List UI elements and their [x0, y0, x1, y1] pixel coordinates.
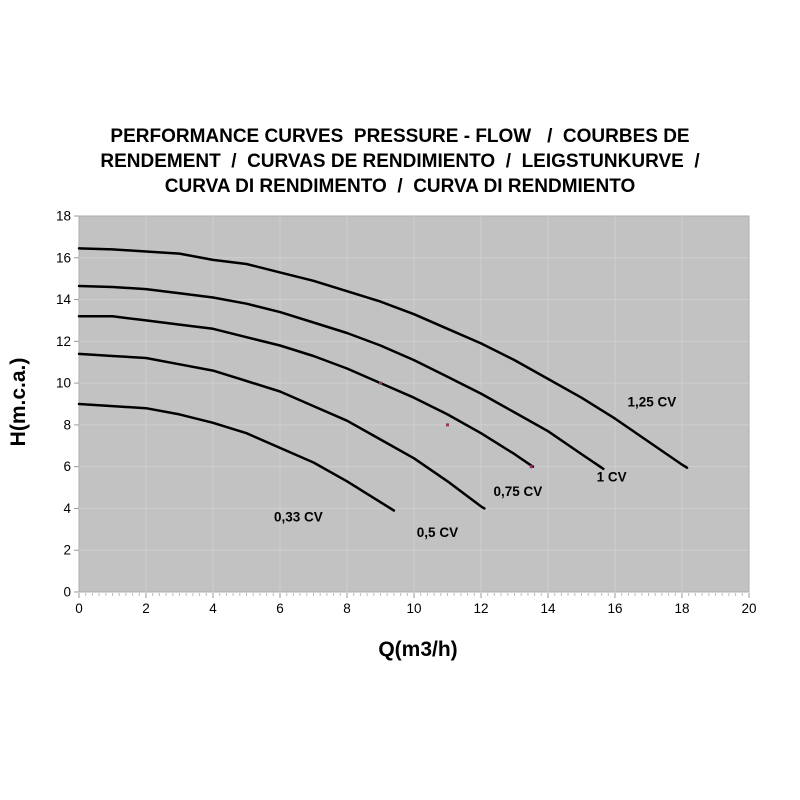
curve-0-5-cv — [77, 352, 486, 510]
x-tick-label: 6 — [276, 601, 284, 616]
curve-1-cv — [77, 284, 605, 471]
y-tick-label: 14 — [56, 292, 72, 307]
y-tick-label: 12 — [56, 334, 71, 349]
x-tick-label: 10 — [406, 601, 421, 616]
x-tick-label: 8 — [343, 601, 351, 616]
curve-1-25-cv — [77, 247, 689, 469]
curve-0-75-cv — [77, 315, 535, 468]
y-tick-label: 18 — [56, 209, 71, 224]
x-tick-label: 2 — [142, 601, 150, 616]
curve-label-1-25-cv: 1,25 CV — [627, 394, 676, 409]
x-tick-label: 14 — [540, 601, 556, 616]
y-tick-label: 0 — [63, 585, 71, 600]
x-axis-title: Q(m3/h) — [378, 638, 458, 661]
y-tick-label: 16 — [56, 250, 71, 265]
x-tick-label: 0 — [75, 601, 83, 616]
y-axis-title: H(m.c.a.) — [7, 357, 30, 447]
chart-title-line-1: PERFORMANCE CURVES PRESSURE - FLOW / COU… — [110, 126, 690, 147]
x-tick-label: 4 — [209, 601, 217, 616]
y-tick-label: 2 — [63, 543, 71, 558]
chart-title-line-3: CURVA DI RENDIMENTO / CURVA DI RENDMIENT… — [164, 176, 636, 197]
data-point-marker — [379, 381, 382, 385]
curve-label-0-5-cv: 0,5 CV — [417, 525, 458, 540]
x-tick-label: 16 — [607, 601, 622, 616]
y-tick-label: 4 — [63, 501, 71, 516]
data-point-marker — [529, 465, 533, 469]
y-tick-label: 10 — [56, 376, 71, 391]
chart-title: PERFORMANCE CURVES PRESSURE - FLOW / COU… — [0, 124, 800, 199]
data-point-marker — [446, 423, 449, 427]
curve-0-33-cv — [77, 402, 396, 512]
y-tick-label: 6 — [63, 459, 71, 474]
chart-title-line-2: RENDEMENT / CURVAS DE RENDIMIENTO / LEIG… — [100, 151, 700, 172]
x-tick-label: 12 — [473, 601, 488, 616]
curve-label-1-cv: 1 CV — [597, 470, 627, 485]
y-tick-label: 8 — [63, 417, 71, 432]
x-tick-label: 20 — [741, 601, 756, 616]
x-tick-label: 18 — [674, 601, 689, 616]
curve-label-0-75-cv: 0,75 CV — [493, 484, 542, 499]
curve-label-0-33-cv: 0,33 CV — [274, 509, 323, 524]
